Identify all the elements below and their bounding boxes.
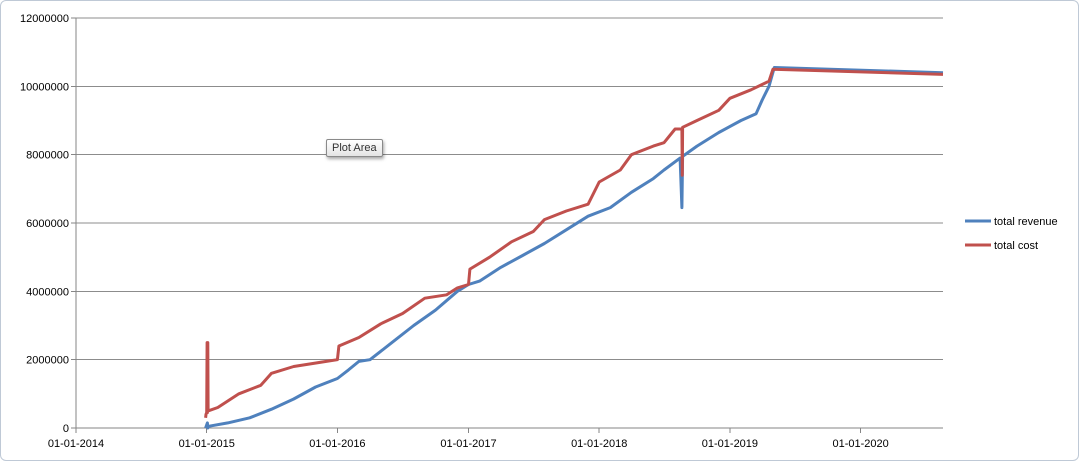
y-tick-label: 12000000 bbox=[20, 13, 69, 25]
legend-label: total cost bbox=[994, 240, 1038, 252]
legend-label: total revenue bbox=[994, 216, 1058, 228]
x-tick-label: 01-01-2014 bbox=[48, 438, 104, 450]
y-tick-label: 6000000 bbox=[26, 218, 69, 230]
gridlines bbox=[76, 17, 943, 429]
legend: total revenue total cost bbox=[965, 216, 1058, 252]
y-axis: 0 2000000 4000000 6000000 8000000 10000000 120… bbox=[20, 13, 77, 435]
x-tick-label: 01-01-2016 bbox=[309, 438, 365, 450]
x-axis: 01-01-2014 01-01-2015 01-01-2016 01-01-2017… bbox=[48, 427, 943, 450]
series-line-total-cost bbox=[204, 67, 944, 418]
y-tick-label: 4000000 bbox=[26, 286, 69, 298]
y-tick-label: 0 bbox=[63, 423, 69, 435]
y-tick-label: 8000000 bbox=[26, 150, 69, 162]
series-line-total-revenue bbox=[204, 66, 944, 430]
x-tick-label: 01-01-2019 bbox=[702, 438, 758, 450]
y-tick-label: 2000000 bbox=[26, 355, 69, 367]
x-tick-label: 01-01-2015 bbox=[179, 438, 235, 450]
plot-area-tooltip: Plot Area bbox=[326, 139, 383, 157]
x-tick-label: 01-01-2020 bbox=[832, 438, 888, 450]
y-tick-label: 10000000 bbox=[20, 81, 69, 93]
x-tick-label: 01-01-2018 bbox=[571, 438, 627, 450]
plot-lines bbox=[204, 66, 944, 430]
x-tick-label: 01-01-2017 bbox=[440, 438, 496, 450]
